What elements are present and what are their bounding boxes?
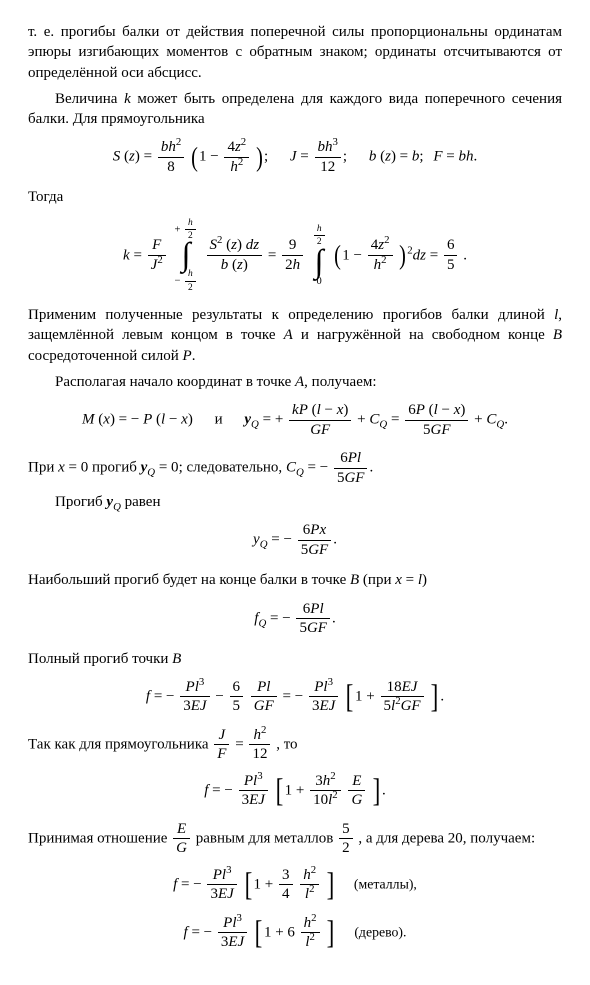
p1-text: т. е. прогибы балки от действия поперечн… bbox=[28, 24, 562, 81]
eq-f-metal: f = − Pl33EJ [1 + 34 h2l2 ](металлы), bbox=[28, 867, 562, 903]
para-4: Располагая начало координат в точке A, п… bbox=[28, 372, 562, 392]
eq-f-wood: f = − Pl33EJ [1 + 6 h2l2 ](дерево). bbox=[28, 915, 562, 951]
para-7: Наибольший прогиб будет на конце балки в… bbox=[28, 570, 562, 590]
para-togda: Тогда bbox=[28, 187, 562, 207]
para-2: Величина k может быть определена для каж… bbox=[28, 89, 562, 130]
para-9: Так как для прямоугольника JF = h212 , т… bbox=[28, 727, 562, 763]
eq-f-full: f = − Pl33EJ − 65 PlGF = − Pl33EJ [1 + 1… bbox=[28, 679, 562, 715]
sym-k: k bbox=[124, 91, 131, 107]
eq-Sz-J-b-F: S (z) = bh28 (1 − 4z2h2 ); J = bh312; b … bbox=[28, 139, 562, 175]
para-8: Полный прогиб точки B bbox=[28, 649, 562, 669]
eq-M-yQ: M (x) = − P (l − x) и yQ = + kP (l − x)G… bbox=[28, 402, 562, 438]
eq-f-rect: f = − Pl33EJ [1 + 3h210l2 EG ]. bbox=[28, 773, 562, 809]
eq-k-integral: k = FJ2 + h2 ∫ − h2 S2 (z) dzb (z) = 92h… bbox=[28, 218, 562, 294]
para-1: т. е. прогибы балки от действия поперечн… bbox=[28, 22, 562, 83]
para-6: Прогиб yQ равен bbox=[28, 492, 562, 512]
para-5: При x = 0 прогиб yQ = 0; следовательно, … bbox=[28, 450, 562, 486]
para-10: Принимая отношение EG равным для металло… bbox=[28, 821, 562, 857]
para-3: Применим полученные результаты к определ… bbox=[28, 305, 562, 366]
eq-yQ-value: yQ = − 6Px5GF. bbox=[28, 522, 562, 558]
eq-fQ: fQ = − 6Pl5GF. bbox=[28, 601, 562, 637]
